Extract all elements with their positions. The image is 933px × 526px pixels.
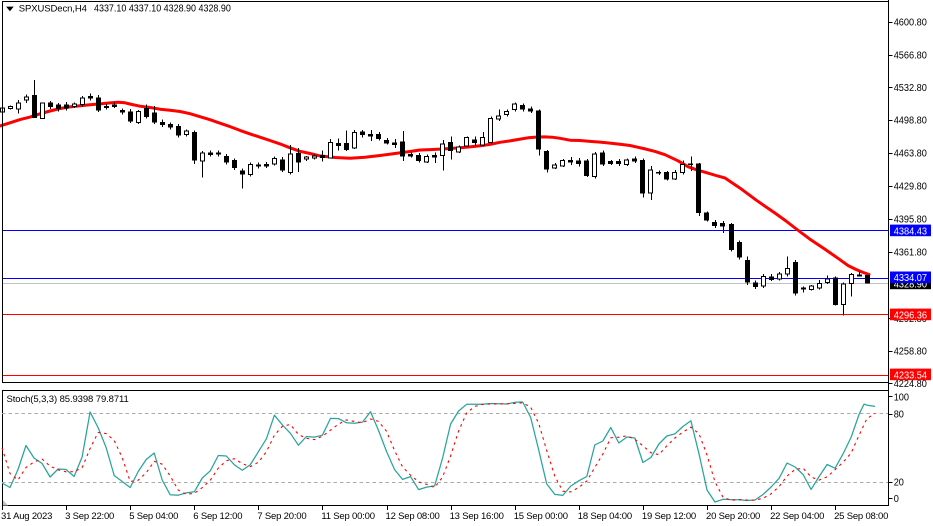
svg-text:0: 0 bbox=[894, 494, 900, 506]
svg-text:4224.80: 4224.80 bbox=[894, 379, 928, 391]
svg-text:4361.80: 4361.80 bbox=[894, 247, 928, 259]
svg-text:19 Sep 12:00: 19 Sep 12:00 bbox=[642, 511, 696, 522]
svg-text:12 Sep 08:00: 12 Sep 08:00 bbox=[386, 511, 440, 522]
svg-text:4463.80: 4463.80 bbox=[894, 148, 928, 160]
svg-text:6 Sep 12:00: 6 Sep 12:00 bbox=[193, 511, 242, 522]
svg-text:13 Sep 16:00: 13 Sep 16:00 bbox=[450, 511, 504, 522]
svg-text:20: 20 bbox=[894, 477, 905, 489]
svg-text:100: 100 bbox=[894, 392, 910, 404]
svg-text:SPXUSDecn,H4: SPXUSDecn,H4 bbox=[19, 4, 87, 15]
svg-text:80: 80 bbox=[894, 409, 905, 421]
svg-text:25 Sep 08:00: 25 Sep 08:00 bbox=[834, 511, 888, 522]
svg-text:4566.80: 4566.80 bbox=[894, 50, 928, 62]
svg-text:4328.90: 4328.90 bbox=[894, 279, 928, 291]
svg-text:18 Sep 04:00: 18 Sep 04:00 bbox=[578, 511, 632, 522]
svg-text:4337.10 4337.10 4328.90 4328.9: 4337.10 4337.10 4328.90 4328.90 bbox=[94, 3, 231, 15]
svg-text:4334.07: 4334.07 bbox=[894, 273, 927, 285]
svg-text:11 Sep 00:00: 11 Sep 00:00 bbox=[321, 511, 374, 522]
svg-text:4384.43: 4384.43 bbox=[894, 226, 928, 238]
svg-text:15 Sep 00:00: 15 Sep 00:00 bbox=[514, 511, 568, 522]
svg-text:3 Sep 22:00: 3 Sep 22:00 bbox=[65, 511, 114, 522]
svg-text:20 Sep 20:00: 20 Sep 20:00 bbox=[706, 511, 760, 522]
svg-text:22 Sep 04:00: 22 Sep 04:00 bbox=[770, 511, 824, 522]
svg-text:4296.36: 4296.36 bbox=[894, 310, 928, 322]
svg-text:4395.80: 4395.80 bbox=[894, 214, 928, 226]
svg-text:4258.80: 4258.80 bbox=[894, 346, 928, 358]
svg-text:4532.80: 4532.80 bbox=[894, 83, 928, 95]
svg-text:31 Aug 2023: 31 Aug 2023 bbox=[1, 511, 52, 522]
svg-text:4429.80: 4429.80 bbox=[894, 181, 928, 193]
svg-text:Stoch(5,3,3) 85.9398 79.8711: Stoch(5,3,3) 85.9398 79.8711 bbox=[7, 394, 129, 405]
svg-text:5 Sep 04:00: 5 Sep 04:00 bbox=[129, 511, 178, 522]
svg-text:4233.54: 4233.54 bbox=[894, 370, 928, 382]
svg-text:4498.80: 4498.80 bbox=[894, 115, 928, 127]
svg-text:7 Sep 20:00: 7 Sep 20:00 bbox=[257, 511, 306, 522]
svg-text:4600.80: 4600.80 bbox=[894, 17, 928, 29]
